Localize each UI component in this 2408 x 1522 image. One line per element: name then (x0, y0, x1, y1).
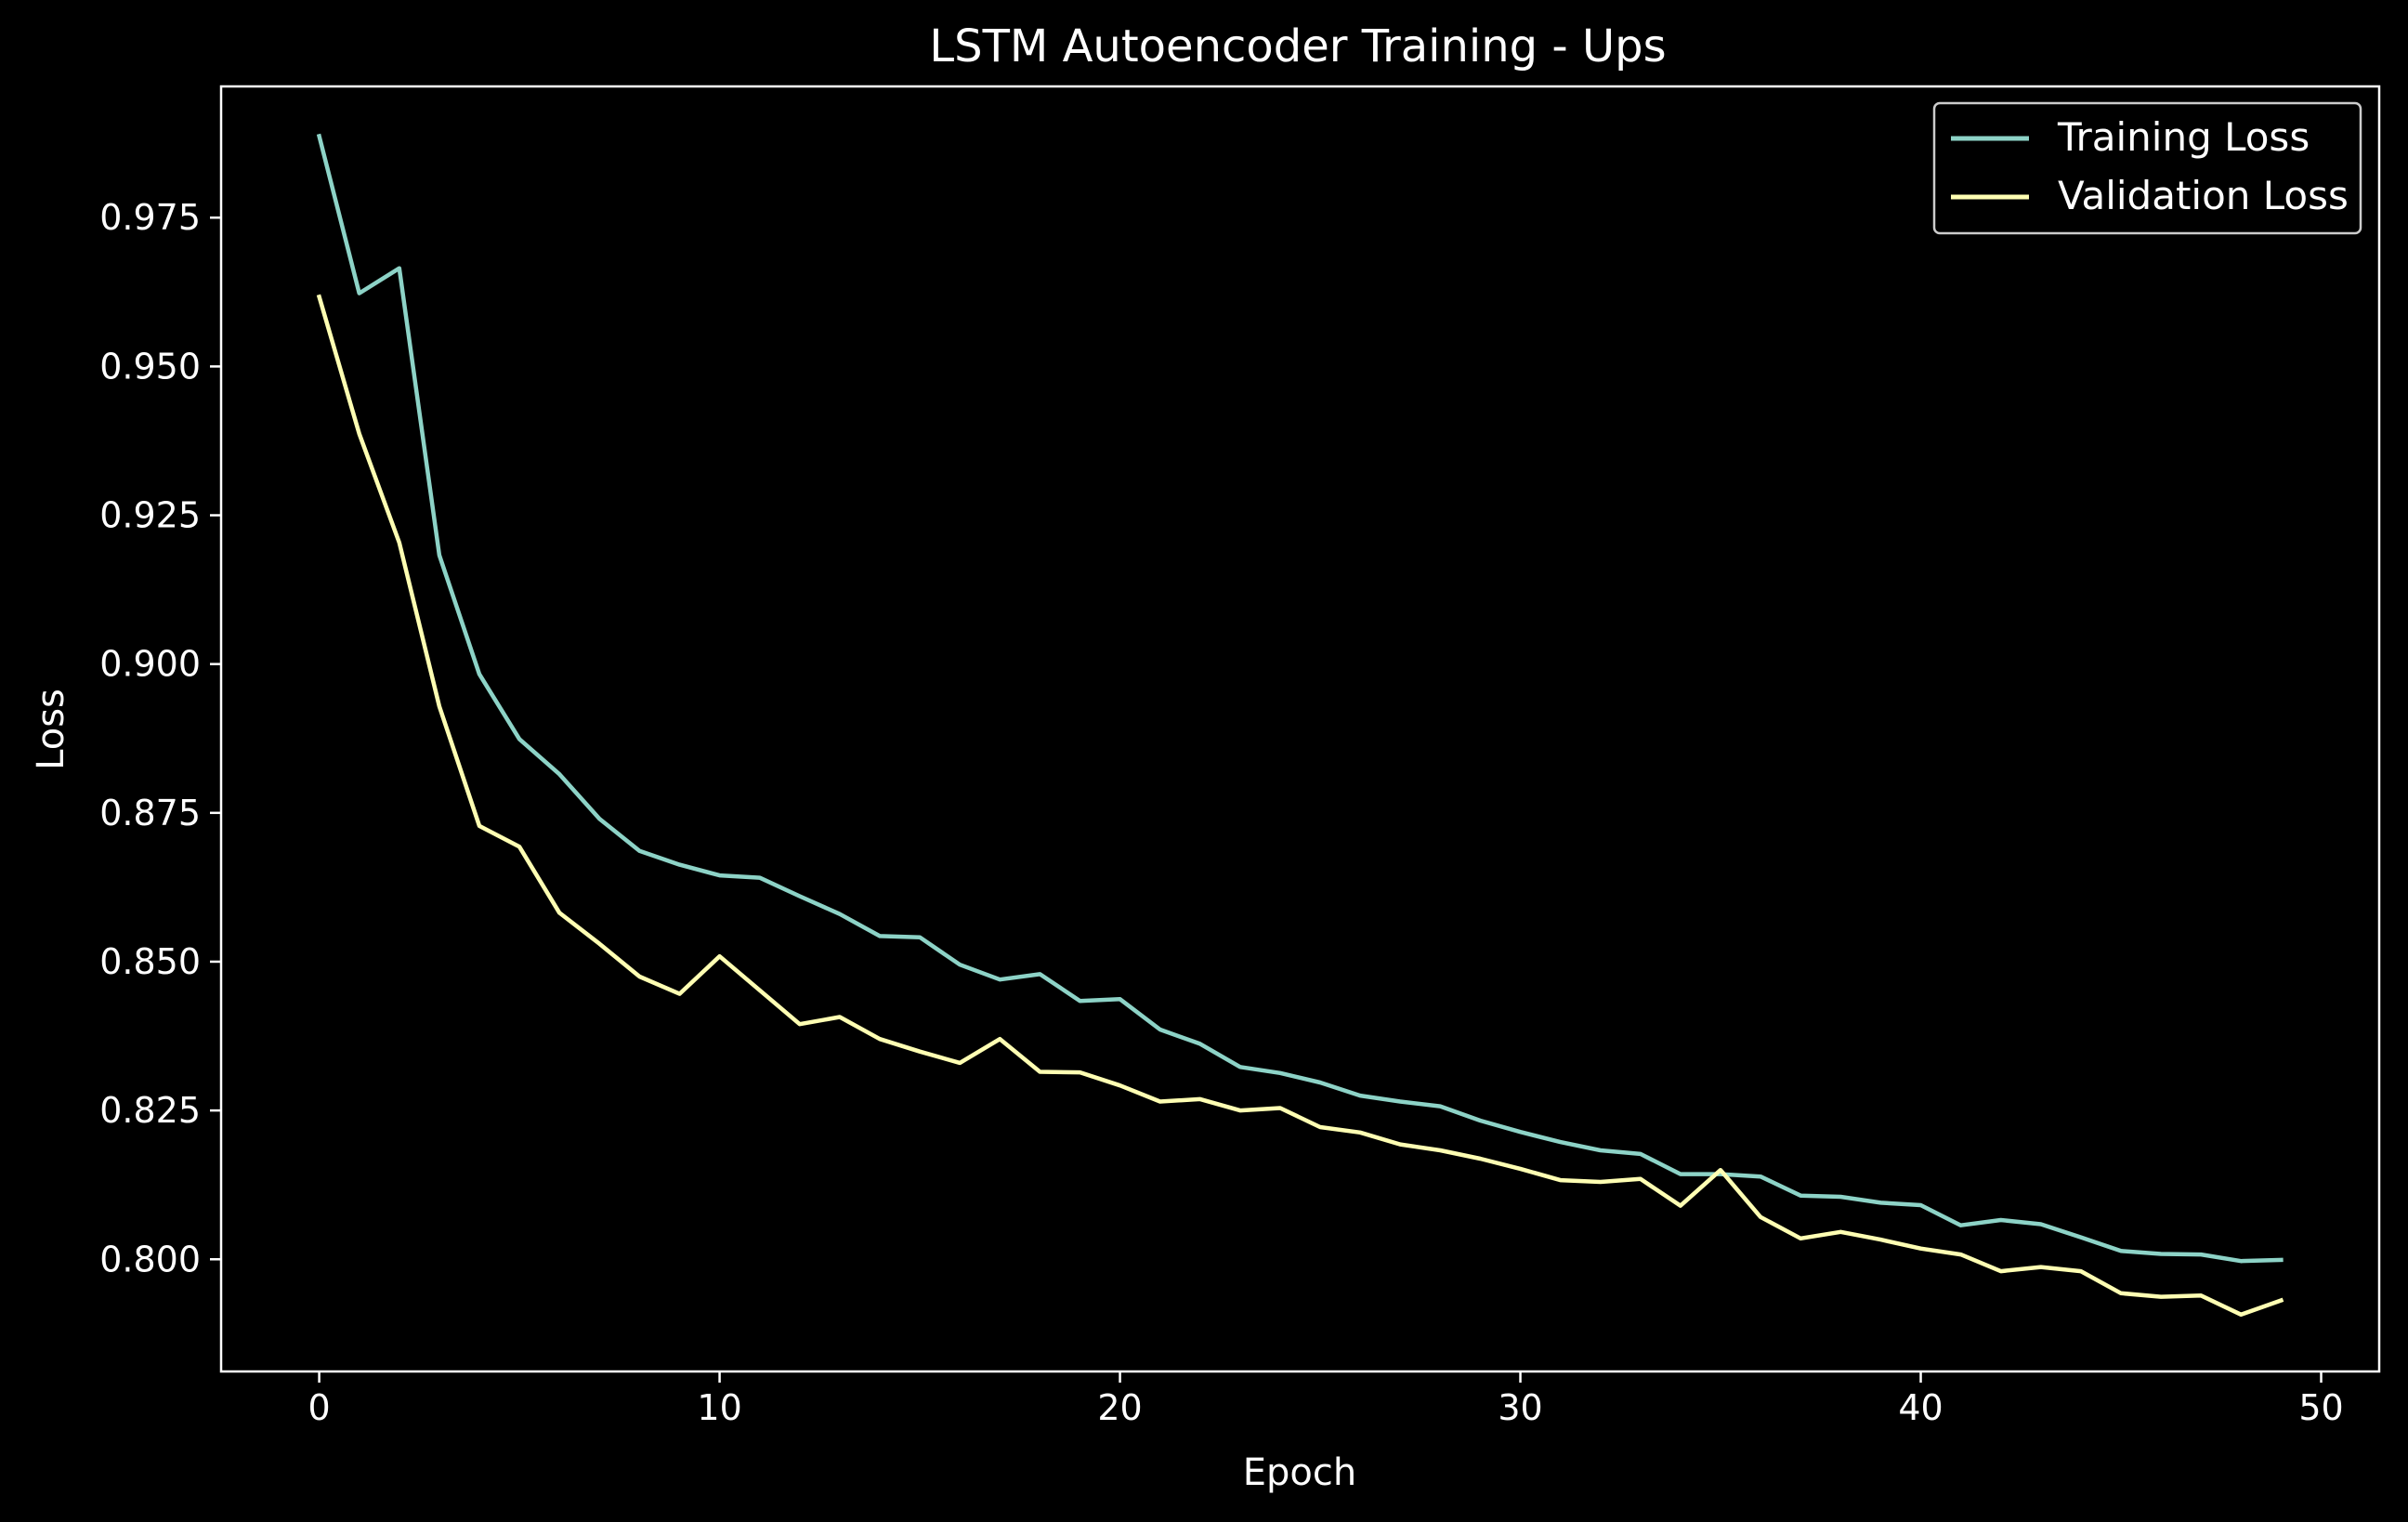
x-tick-label: 50 (2298, 1387, 2343, 1428)
x-tick-label: 10 (697, 1387, 741, 1428)
legend-box (1932, 101, 2362, 235)
y-tick-label: 0.875 (99, 793, 201, 833)
y-tick-label: 0.900 (99, 644, 201, 685)
y-axis-ticks: 0.800 0.825 0.850 0.875 0.900 0.925 0.950 0.975 (99, 197, 221, 1279)
y-tick-label: 0.925 (99, 495, 201, 536)
y-tick-label: 0.950 (99, 346, 201, 387)
x-tick-label: 40 (1898, 1387, 1943, 1428)
y-tick-label: 0.975 (99, 197, 201, 238)
axes-frame (219, 85, 2381, 1373)
x-tick-label: 20 (1097, 1387, 1142, 1428)
y-tick-label: 0.825 (99, 1090, 201, 1131)
y-tick-label: 0.800 (99, 1239, 201, 1279)
chart-title: LSTM Autoencoder Training - Ups (929, 20, 1666, 72)
x-tick-label: 0 (308, 1387, 330, 1428)
training-loss-line (316, 133, 2284, 1264)
y-tick-label: 0.850 (99, 941, 201, 982)
y-axis-label: Loss (30, 689, 72, 770)
x-tick-label: 30 (1498, 1387, 1542, 1428)
validation-loss-line (316, 294, 2284, 1318)
plot-area (316, 133, 2284, 1318)
legend-label-validation: Validation Loss (2058, 173, 2349, 218)
x-axis-label: Epoch (1243, 1451, 1356, 1494)
legend: Training Loss Validation Loss (1932, 101, 2362, 235)
legend-label-training: Training Loss (2057, 114, 2310, 160)
x-axis-ticks: 0 10 20 30 40 50 (308, 1371, 2344, 1428)
